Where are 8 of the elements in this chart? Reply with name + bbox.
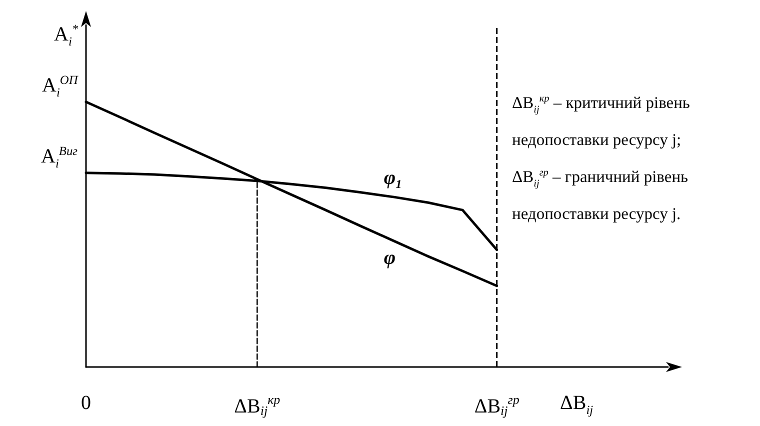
series-label: φ [384,246,396,269]
series-label: φ₁ [384,166,402,189]
x-tick-label: ΔBijгр [474,392,520,418]
x-tick-label: 0 [81,392,91,414]
x-tick-label: ΔBijкр [234,392,281,418]
annotation: ΔB$_{ij}$$^{кр}$ – критичний рівень недопоставки ресурсу j; [512,92,691,151]
x-axis-title: ΔB$_{ij}$ [560,392,594,417]
annotation: ΔB$_{ij}$$^{гр}$ – граничний рівень недопоставки ресурсу j. [512,166,690,225]
